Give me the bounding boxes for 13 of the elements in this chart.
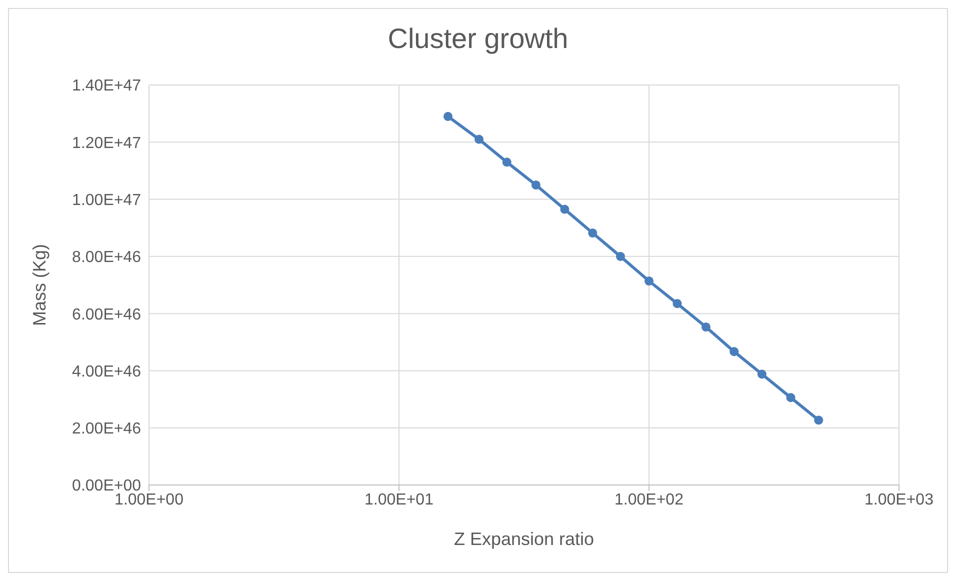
chart-title: Cluster growth bbox=[386, 22, 570, 56]
y-tick-label: 1.20E+47 bbox=[72, 134, 142, 152]
x-tick-label: 1.00E+02 bbox=[614, 491, 684, 508]
y-tick-label: 1.00E+47 bbox=[72, 192, 142, 209]
x-tick-label: 1.00E+03 bbox=[864, 491, 934, 508]
y-axis-title: Mass (Kg) bbox=[29, 244, 50, 326]
y-tick-label: 4.00E+46 bbox=[72, 363, 142, 380]
x-axis-title: Z Expansion ratio bbox=[454, 529, 594, 549]
x-tick-label: 1.00E+01 bbox=[364, 491, 434, 508]
y-tick-label: 2.00E+46 bbox=[72, 420, 142, 438]
y-tick-label: 8.00E+46 bbox=[72, 249, 142, 266]
y-tick-label: 1.40E+47 bbox=[72, 78, 142, 95]
y-tick-label: 6.00E+46 bbox=[72, 306, 142, 324]
